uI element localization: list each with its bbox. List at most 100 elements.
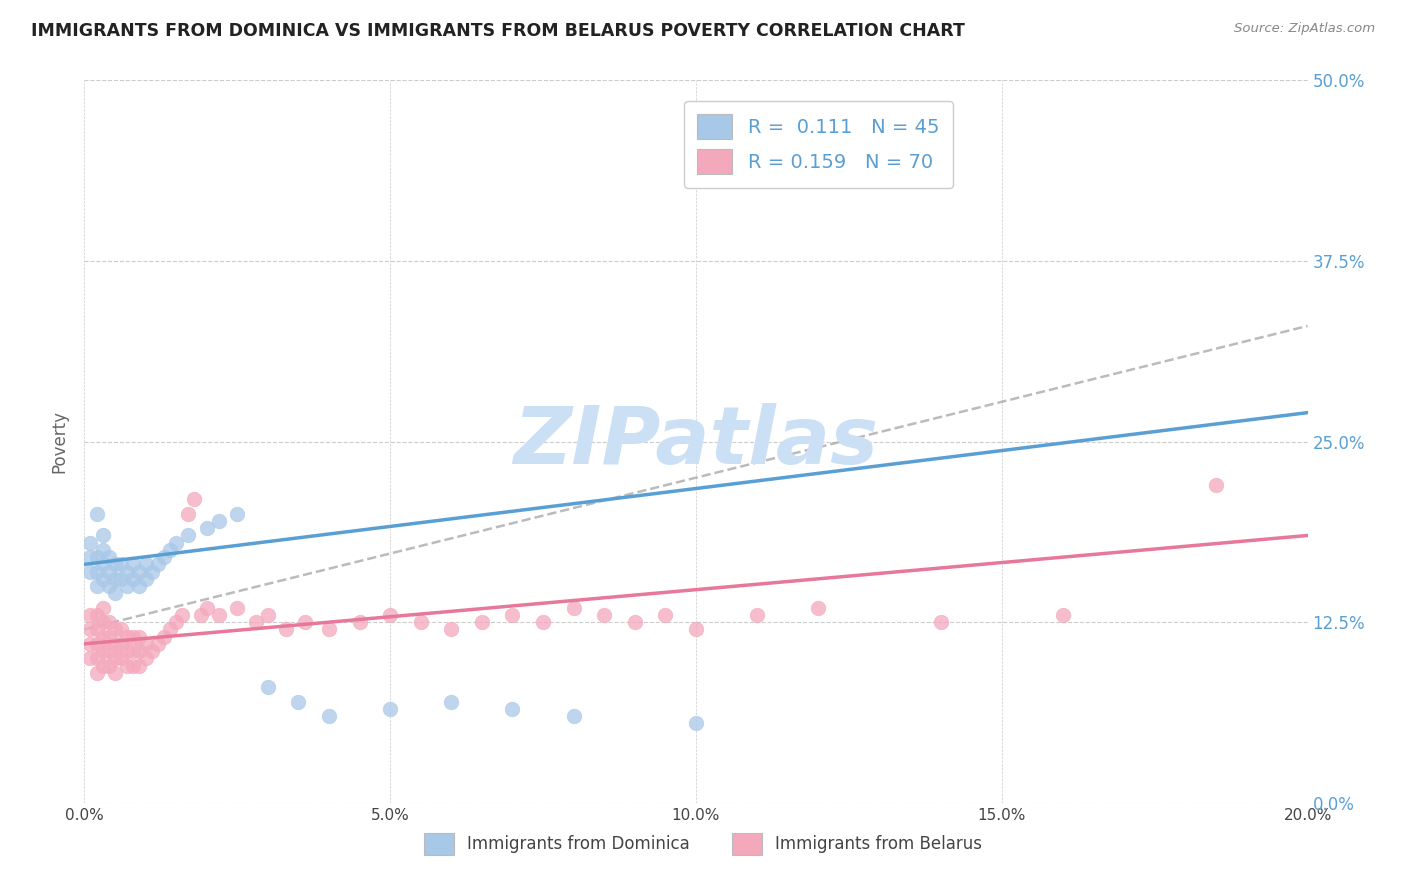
- Legend: Immigrants from Dominica, Immigrants from Belarus: Immigrants from Dominica, Immigrants fro…: [418, 827, 988, 862]
- Point: [165, 615, 187, 630]
- Point: [91, 600, 114, 615]
- Point: [195, 521, 218, 535]
- Point: [141, 565, 163, 579]
- Point: [440, 695, 463, 709]
- Point: [91, 630, 114, 644]
- Point: [807, 600, 830, 615]
- Point: [86, 665, 108, 680]
- Point: [128, 630, 150, 644]
- Point: [245, 615, 267, 630]
- Point: [208, 607, 231, 622]
- Point: [257, 607, 280, 622]
- Point: [122, 558, 145, 572]
- Point: [929, 615, 952, 630]
- Point: [79, 550, 101, 565]
- Point: [115, 644, 138, 658]
- Point: [195, 600, 218, 615]
- Point: [141, 644, 163, 658]
- Point: [183, 492, 205, 507]
- Point: [104, 586, 127, 600]
- Point: [91, 542, 114, 557]
- Point: [135, 572, 157, 586]
- Point: [226, 600, 249, 615]
- Point: [349, 615, 371, 630]
- Point: [409, 615, 432, 630]
- Point: [86, 637, 108, 651]
- Point: [91, 644, 114, 658]
- Point: [97, 644, 120, 658]
- Point: [115, 658, 138, 673]
- Point: [110, 651, 132, 665]
- Point: [86, 651, 108, 665]
- Point: [122, 630, 145, 644]
- Point: [79, 607, 101, 622]
- Point: [654, 607, 676, 622]
- Point: [104, 665, 127, 680]
- Point: [79, 637, 101, 651]
- Point: [226, 507, 249, 521]
- Point: [86, 607, 108, 622]
- Point: [110, 623, 132, 637]
- Point: [747, 607, 769, 622]
- Point: [172, 607, 194, 622]
- Point: [153, 550, 176, 565]
- Point: [685, 623, 707, 637]
- Point: [79, 623, 101, 637]
- Text: Source: ZipAtlas.com: Source: ZipAtlas.com: [1234, 22, 1375, 36]
- Point: [86, 550, 108, 565]
- Point: [115, 565, 138, 579]
- Point: [318, 709, 340, 723]
- Point: [86, 507, 108, 521]
- Point: [257, 680, 280, 694]
- Point: [294, 615, 316, 630]
- Point: [104, 623, 127, 637]
- Point: [79, 535, 101, 549]
- Point: [110, 558, 132, 572]
- Point: [97, 550, 120, 565]
- Point: [165, 535, 187, 549]
- Point: [562, 709, 585, 723]
- Point: [153, 630, 176, 644]
- Point: [135, 558, 157, 572]
- Point: [91, 528, 114, 542]
- Point: [287, 695, 309, 709]
- Point: [104, 558, 127, 572]
- Point: [91, 558, 114, 572]
- Point: [115, 630, 138, 644]
- Point: [122, 658, 145, 673]
- Point: [502, 702, 524, 716]
- Point: [86, 565, 108, 579]
- Point: [104, 637, 127, 651]
- Point: [97, 579, 120, 593]
- Point: [115, 579, 138, 593]
- Point: [440, 623, 463, 637]
- Point: [128, 579, 150, 593]
- Point: [104, 572, 127, 586]
- Point: [79, 651, 101, 665]
- Point: [624, 615, 647, 630]
- Point: [110, 637, 132, 651]
- Point: [531, 615, 554, 630]
- Point: [97, 630, 120, 644]
- Text: IMMIGRANTS FROM DOMINICA VS IMMIGRANTS FROM BELARUS POVERTY CORRELATION CHART: IMMIGRANTS FROM DOMINICA VS IMMIGRANTS F…: [31, 22, 965, 40]
- Point: [128, 658, 150, 673]
- Point: [135, 637, 157, 651]
- Point: [128, 644, 150, 658]
- Point: [97, 615, 120, 630]
- Point: [104, 651, 127, 665]
- Point: [807, 131, 830, 145]
- Point: [593, 607, 616, 622]
- Point: [91, 615, 114, 630]
- Point: [79, 565, 101, 579]
- Point: [86, 623, 108, 637]
- Point: [122, 572, 145, 586]
- Point: [380, 607, 402, 622]
- Point: [159, 542, 181, 557]
- Point: [135, 651, 157, 665]
- Point: [685, 716, 707, 731]
- Point: [562, 600, 585, 615]
- Y-axis label: Poverty: Poverty: [51, 410, 69, 473]
- Point: [86, 579, 108, 593]
- Point: [122, 644, 145, 658]
- Point: [177, 528, 200, 542]
